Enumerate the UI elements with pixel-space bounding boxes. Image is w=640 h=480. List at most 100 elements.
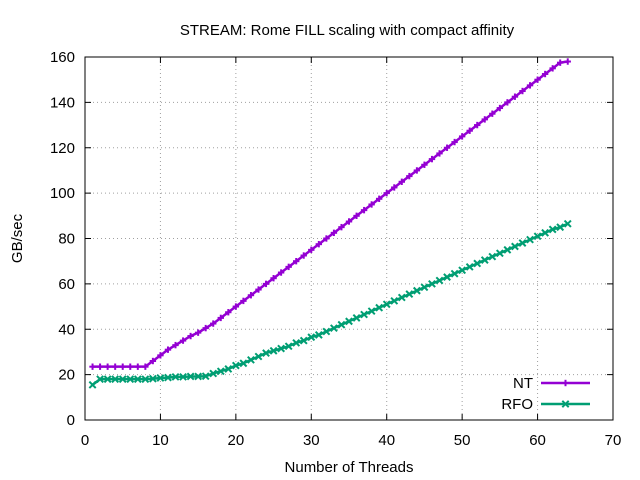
- series-rfo: [88, 219, 572, 389]
- series-nt-point: [541, 70, 549, 78]
- series-rfo-point: [367, 307, 376, 316]
- series-nt-point: [270, 275, 277, 282]
- series-rfo-point: [435, 276, 444, 285]
- y-tick-label: 120: [50, 140, 75, 157]
- series-rfo-point: [360, 310, 368, 319]
- series-nt-point: [255, 286, 262, 293]
- series-nt-point: [247, 292, 255, 299]
- series-nt-point: [458, 133, 466, 140]
- y-tick-label: 80: [58, 231, 75, 248]
- series-nt-point: [119, 363, 126, 370]
- series-rfo-point: [103, 375, 112, 384]
- series-rfo-point: [458, 266, 467, 275]
- series-nt-point: [466, 127, 473, 134]
- x-tick-label: 30: [303, 432, 320, 449]
- series-nt-point: [489, 110, 496, 117]
- series-nt-point: [202, 324, 209, 332]
- series-rfo-point: [405, 290, 414, 298]
- series-rfo-point: [209, 369, 218, 378]
- x-tick-label: 70: [605, 432, 622, 449]
- series-nt-point: [421, 161, 428, 168]
- series-rfo-point: [186, 372, 195, 381]
- series-rfo-point: [563, 219, 572, 228]
- legend-item-nt: NT: [513, 375, 590, 392]
- x-tick-label: 0: [81, 432, 89, 449]
- series-nt-point: [511, 93, 519, 100]
- series-nt-point: [526, 82, 534, 89]
- series-rfo-point: [88, 380, 97, 389]
- series-rfo-point: [337, 320, 346, 329]
- series-rfo-point: [231, 361, 240, 370]
- series-nt-point: [240, 297, 247, 305]
- series-rfo-point: [307, 333, 316, 342]
- series-nt-point: [451, 138, 458, 146]
- series-rfo-point: [118, 375, 127, 384]
- series-nt-point: [481, 116, 488, 123]
- chart-title: STREAM: Rome FILL scaling with compact a…: [180, 22, 515, 39]
- series-rfo-point: [533, 232, 542, 241]
- series-nt-point: [519, 87, 526, 95]
- y-tick-label: 20: [58, 367, 75, 384]
- series-nt-point: [391, 184, 398, 191]
- series-rfo-point: [292, 338, 301, 347]
- series-nt-point: [187, 332, 194, 340]
- series-nt-point: [111, 363, 119, 370]
- series-rfo-point: [247, 355, 255, 364]
- series-rfo-point: [420, 283, 429, 292]
- series-rfo-point: [96, 375, 104, 384]
- y-tick-label: 100: [50, 185, 75, 202]
- series-rfo-point: [390, 296, 399, 305]
- series-nt-point: [315, 240, 323, 248]
- series-nt-point: [436, 150, 443, 157]
- series-rfo-point: [518, 239, 527, 247]
- legend-nt-point: [562, 379, 569, 387]
- y-tick-label: 40: [58, 321, 75, 338]
- series-rfo-point: [224, 365, 233, 373]
- series-nt-point: [564, 58, 571, 65]
- series-nt-point: [308, 246, 315, 254]
- series-nt-point: [300, 252, 307, 259]
- series-rfo-line: [91, 222, 569, 386]
- series-nt-point: [210, 320, 217, 327]
- series-nt-point: [277, 269, 285, 276]
- series-rfo-point: [239, 359, 248, 368]
- series-rfo-point: [194, 372, 203, 381]
- series-nt-point: [285, 263, 292, 271]
- series-rfo-point: [262, 349, 270, 357]
- series-nt-point: [232, 303, 240, 310]
- series-nt-point: [225, 309, 232, 316]
- x-tick-label: 40: [378, 432, 395, 449]
- series-rfo-point: [299, 336, 308, 345]
- series-rfo-point: [412, 286, 421, 295]
- series-nt-point: [549, 65, 556, 72]
- series-rfo-point: [277, 344, 286, 353]
- series-nt-point: [134, 363, 141, 370]
- series-nt-point: [557, 59, 564, 66]
- series-nt-point: [504, 99, 511, 106]
- series-nt-point: [323, 235, 330, 242]
- series-nt-point: [89, 363, 96, 370]
- series-nt-point: [149, 357, 157, 365]
- series-rfo-point: [111, 375, 120, 384]
- series-rfo-point: [352, 313, 361, 322]
- series-rfo-point: [322, 327, 331, 336]
- series-nt-point: [172, 341, 179, 349]
- series-rfo-point: [450, 269, 459, 278]
- series-nt-point: [293, 257, 300, 265]
- series-nt-point: [413, 167, 421, 174]
- series-rfo-point: [503, 245, 512, 254]
- x-axis-label: Number of Threads: [285, 459, 414, 476]
- y-tick-label: 160: [50, 49, 75, 66]
- series-rfo-point: [284, 342, 293, 351]
- x-tick-label: 50: [454, 432, 471, 449]
- series-rfo-point: [126, 375, 135, 384]
- series-rfo-point: [156, 374, 165, 382]
- series-nt-point: [262, 280, 270, 288]
- series-nt-point: [217, 314, 224, 322]
- series-rfo-point: [254, 352, 263, 361]
- series-rfo-point: [269, 346, 278, 355]
- series-rfo-point: [141, 375, 150, 384]
- series-rfo-point: [473, 259, 482, 268]
- series-rfo-point: [164, 373, 172, 382]
- series-nt-point: [443, 144, 451, 151]
